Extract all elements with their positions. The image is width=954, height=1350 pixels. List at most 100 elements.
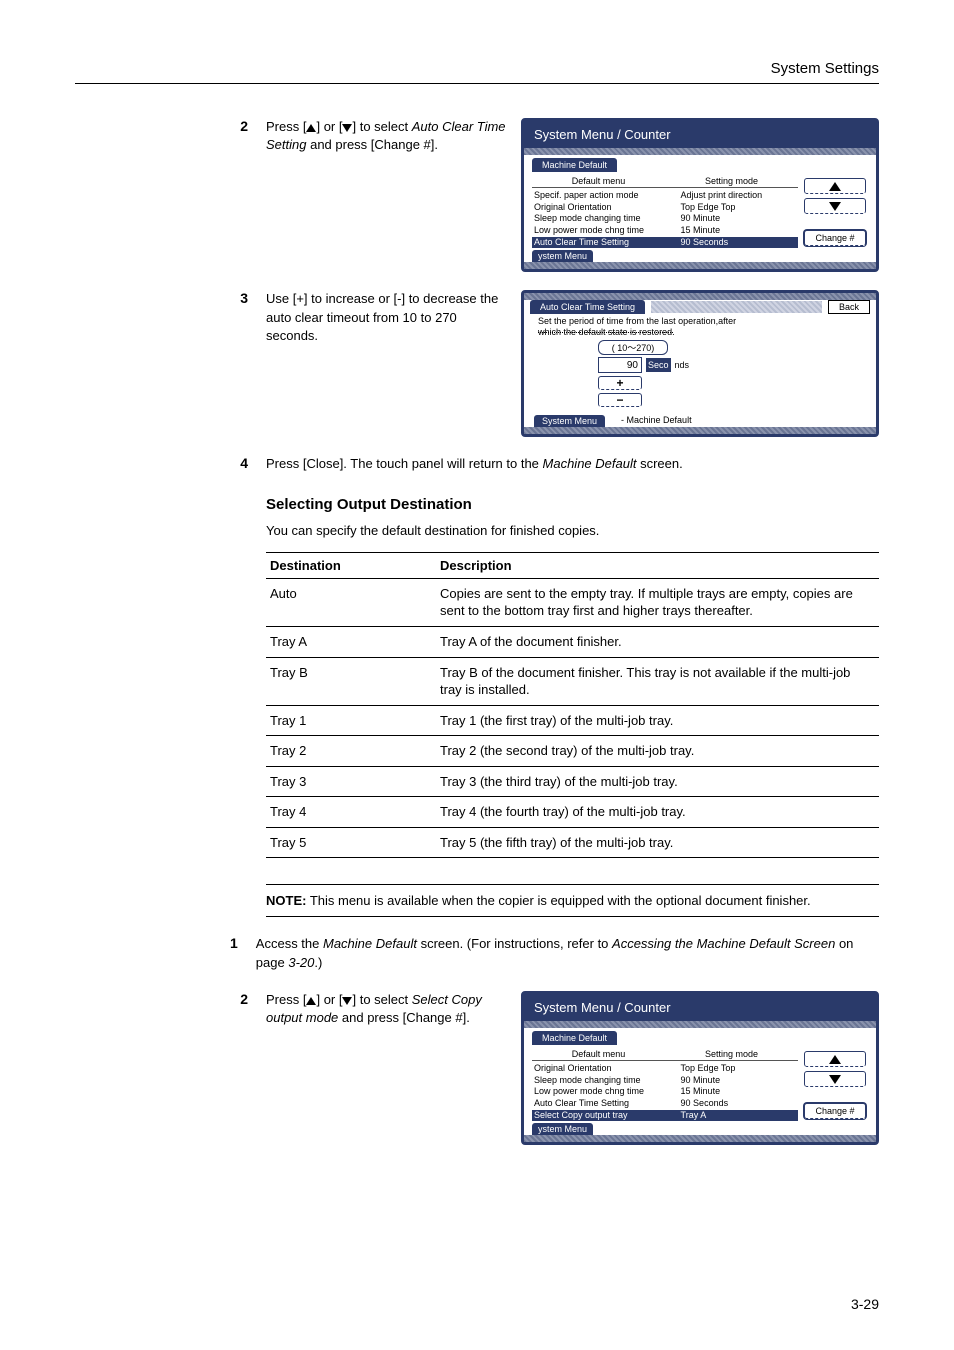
unit: Seco	[646, 358, 671, 372]
step-3: 3 Use [+] to increase or [-] to decrease…	[230, 290, 879, 437]
pattern	[651, 301, 822, 313]
pattern	[524, 148, 876, 155]
step-text: Access the Machine Default screen. (For …	[256, 935, 879, 973]
step-2-a: 2 Press [ ] or [ ] to select Auto Clear Ti…	[230, 118, 879, 272]
step-text: Press [] or [] to select Select Copy out…	[266, 991, 521, 1145]
t: .)	[314, 955, 322, 970]
scroll-down-button[interactable]	[804, 1071, 866, 1087]
footer-tab[interactable]: ystem Menu	[532, 1123, 593, 1135]
step-4: 4 Press [Close]. The touch panel will re…	[230, 455, 879, 474]
t: ] to select	[352, 992, 411, 1007]
t: Access the	[256, 936, 323, 951]
t: and press [Change #].	[338, 1010, 470, 1025]
h: Default menu	[532, 176, 665, 186]
col-destination: Destination	[266, 552, 436, 578]
t: screen. (For instructions, refer to	[417, 936, 612, 951]
system-menu-panel: System Menu / Counter Machine Default De…	[521, 118, 879, 272]
footer-tab[interactable]: ystem Menu	[532, 250, 593, 262]
step-1-b: 1 Access the Machine Default screen. (Fo…	[266, 935, 879, 973]
t: and press [Change #].	[306, 137, 438, 152]
up-icon	[306, 124, 316, 132]
back-button[interactable]: Back	[828, 300, 870, 314]
chevron-up-icon	[829, 1055, 841, 1064]
footer-text: - Machine Default	[621, 415, 692, 427]
pattern	[524, 262, 876, 269]
section-heading: Selecting Output Destination	[266, 496, 879, 513]
step-2-c: 2 Press [] or [] to select Select Copy o…	[230, 991, 879, 1145]
list-item[interactable]: Sleep mode changing time90 Minute	[532, 1075, 798, 1087]
scroll-up-button[interactable]	[804, 178, 866, 194]
unit: nds	[675, 360, 690, 370]
page-number: 3-29	[851, 1296, 879, 1312]
scroll-up-button[interactable]	[804, 1051, 866, 1067]
list-item[interactable]: Original OrientationTop Edge Top	[532, 202, 798, 214]
table-row: Tray 5Tray 5 (the fifth tray) of the mul…	[266, 827, 879, 858]
chevron-down-icon	[829, 1075, 841, 1084]
step-num: 2	[230, 118, 266, 272]
auto-clear-tab: Auto Clear Time Setting	[530, 300, 645, 314]
table-row: Tray 3Tray 3 (the third tray) of the mul…	[266, 766, 879, 797]
table-row: Tray BTray B of the document finisher. T…	[266, 657, 879, 705]
note-text: This menu is available when the copier i…	[306, 893, 810, 908]
destination-table: Destination Description AutoCopies are s…	[266, 552, 879, 858]
step-num: 4	[230, 455, 266, 474]
list-item[interactable]: Low power mode chng time15 Minute	[532, 1086, 798, 1098]
list-item[interactable]: Original OrientationTop Edge Top	[532, 1063, 798, 1075]
t: 3-20	[288, 955, 314, 970]
scroll-down-button[interactable]	[804, 198, 866, 214]
step-num: 3	[230, 290, 266, 437]
t: screen.	[636, 456, 682, 471]
machine-default-tab[interactable]: Machine Default	[532, 158, 617, 172]
list-item[interactable]: Low power mode chng time15 Minute	[532, 225, 798, 237]
value-display: 90	[598, 357, 642, 373]
step-text: Use [+] to increase or [-] to decrease t…	[266, 290, 521, 437]
msg: which the default state is restored.	[538, 327, 862, 338]
t: Accessing the Machine Default Screen	[612, 936, 835, 951]
pattern	[524, 1135, 876, 1142]
change-button[interactable]: Change #	[804, 230, 866, 246]
system-menu-panel-3: System Menu / Counter Machine Default De…	[521, 991, 879, 1145]
table-row: AutoCopies are sent to the empty tray. I…	[266, 578, 879, 626]
chevron-down-icon	[829, 202, 841, 211]
list-item[interactable]: Auto Clear Time Setting90 Seconds	[532, 1098, 798, 1110]
t: Press [Close]. The touch panel will retu…	[266, 456, 543, 471]
panel-title: System Menu / Counter	[524, 994, 876, 1021]
list-item[interactable]: Sleep mode changing time90 Minute	[532, 213, 798, 225]
note: NOTE: This menu is available when the co…	[266, 884, 879, 917]
plus-button[interactable]: +	[598, 376, 642, 390]
step-text: Press [Close]. The touch panel will retu…	[266, 455, 879, 474]
step-num: 1	[230, 935, 256, 973]
t: Press [	[266, 119, 306, 134]
t: ] or [	[316, 119, 342, 134]
t: Machine Default	[323, 936, 417, 951]
pattern	[524, 293, 876, 300]
table-row: Tray ATray A of the document finisher.	[266, 626, 879, 657]
panel-title: System Menu / Counter	[524, 121, 876, 148]
minus-button[interactable]: −	[598, 393, 642, 407]
list-item[interactable]: Specif. paper action modeAdjust print di…	[532, 190, 798, 202]
step-text: Press [] or [] to select Auto Clear Time…	[266, 118, 521, 272]
h: Setting mode	[665, 1049, 798, 1059]
footer-tab[interactable]: System Menu	[534, 415, 605, 427]
col-headers: Default menu Setting mode	[532, 176, 798, 188]
chevron-up-icon	[829, 182, 841, 191]
table-row: Tray 4Tray 4 (the fourth tray) of the mu…	[266, 797, 879, 828]
t: ] or [	[316, 992, 342, 1007]
down-icon	[342, 997, 352, 1005]
change-button[interactable]: Change #	[804, 1103, 866, 1119]
pattern	[524, 427, 876, 434]
col-headers: Default menu Setting mode	[532, 1049, 798, 1061]
list-item[interactable]: Select Copy output trayTray A	[532, 1110, 798, 1122]
list-item[interactable]: Auto Clear Time Setting90 Seconds	[532, 237, 798, 249]
up-icon	[306, 997, 316, 1005]
t: Machine Default	[543, 456, 637, 471]
note-label: NOTE:	[266, 893, 306, 908]
intro-text: You can specify the default destination …	[266, 523, 879, 538]
table-row: Tray 2Tray 2 (the second tray) of the mu…	[266, 736, 879, 767]
t: ] to select	[352, 119, 411, 134]
down-icon	[342, 124, 352, 132]
machine-default-tab[interactable]: Machine Default	[532, 1031, 617, 1045]
h: Setting mode	[665, 176, 798, 186]
range-label: ( 10～270)	[598, 340, 668, 355]
table-row: Tray 1Tray 1 (the first tray) of the mul…	[266, 705, 879, 736]
